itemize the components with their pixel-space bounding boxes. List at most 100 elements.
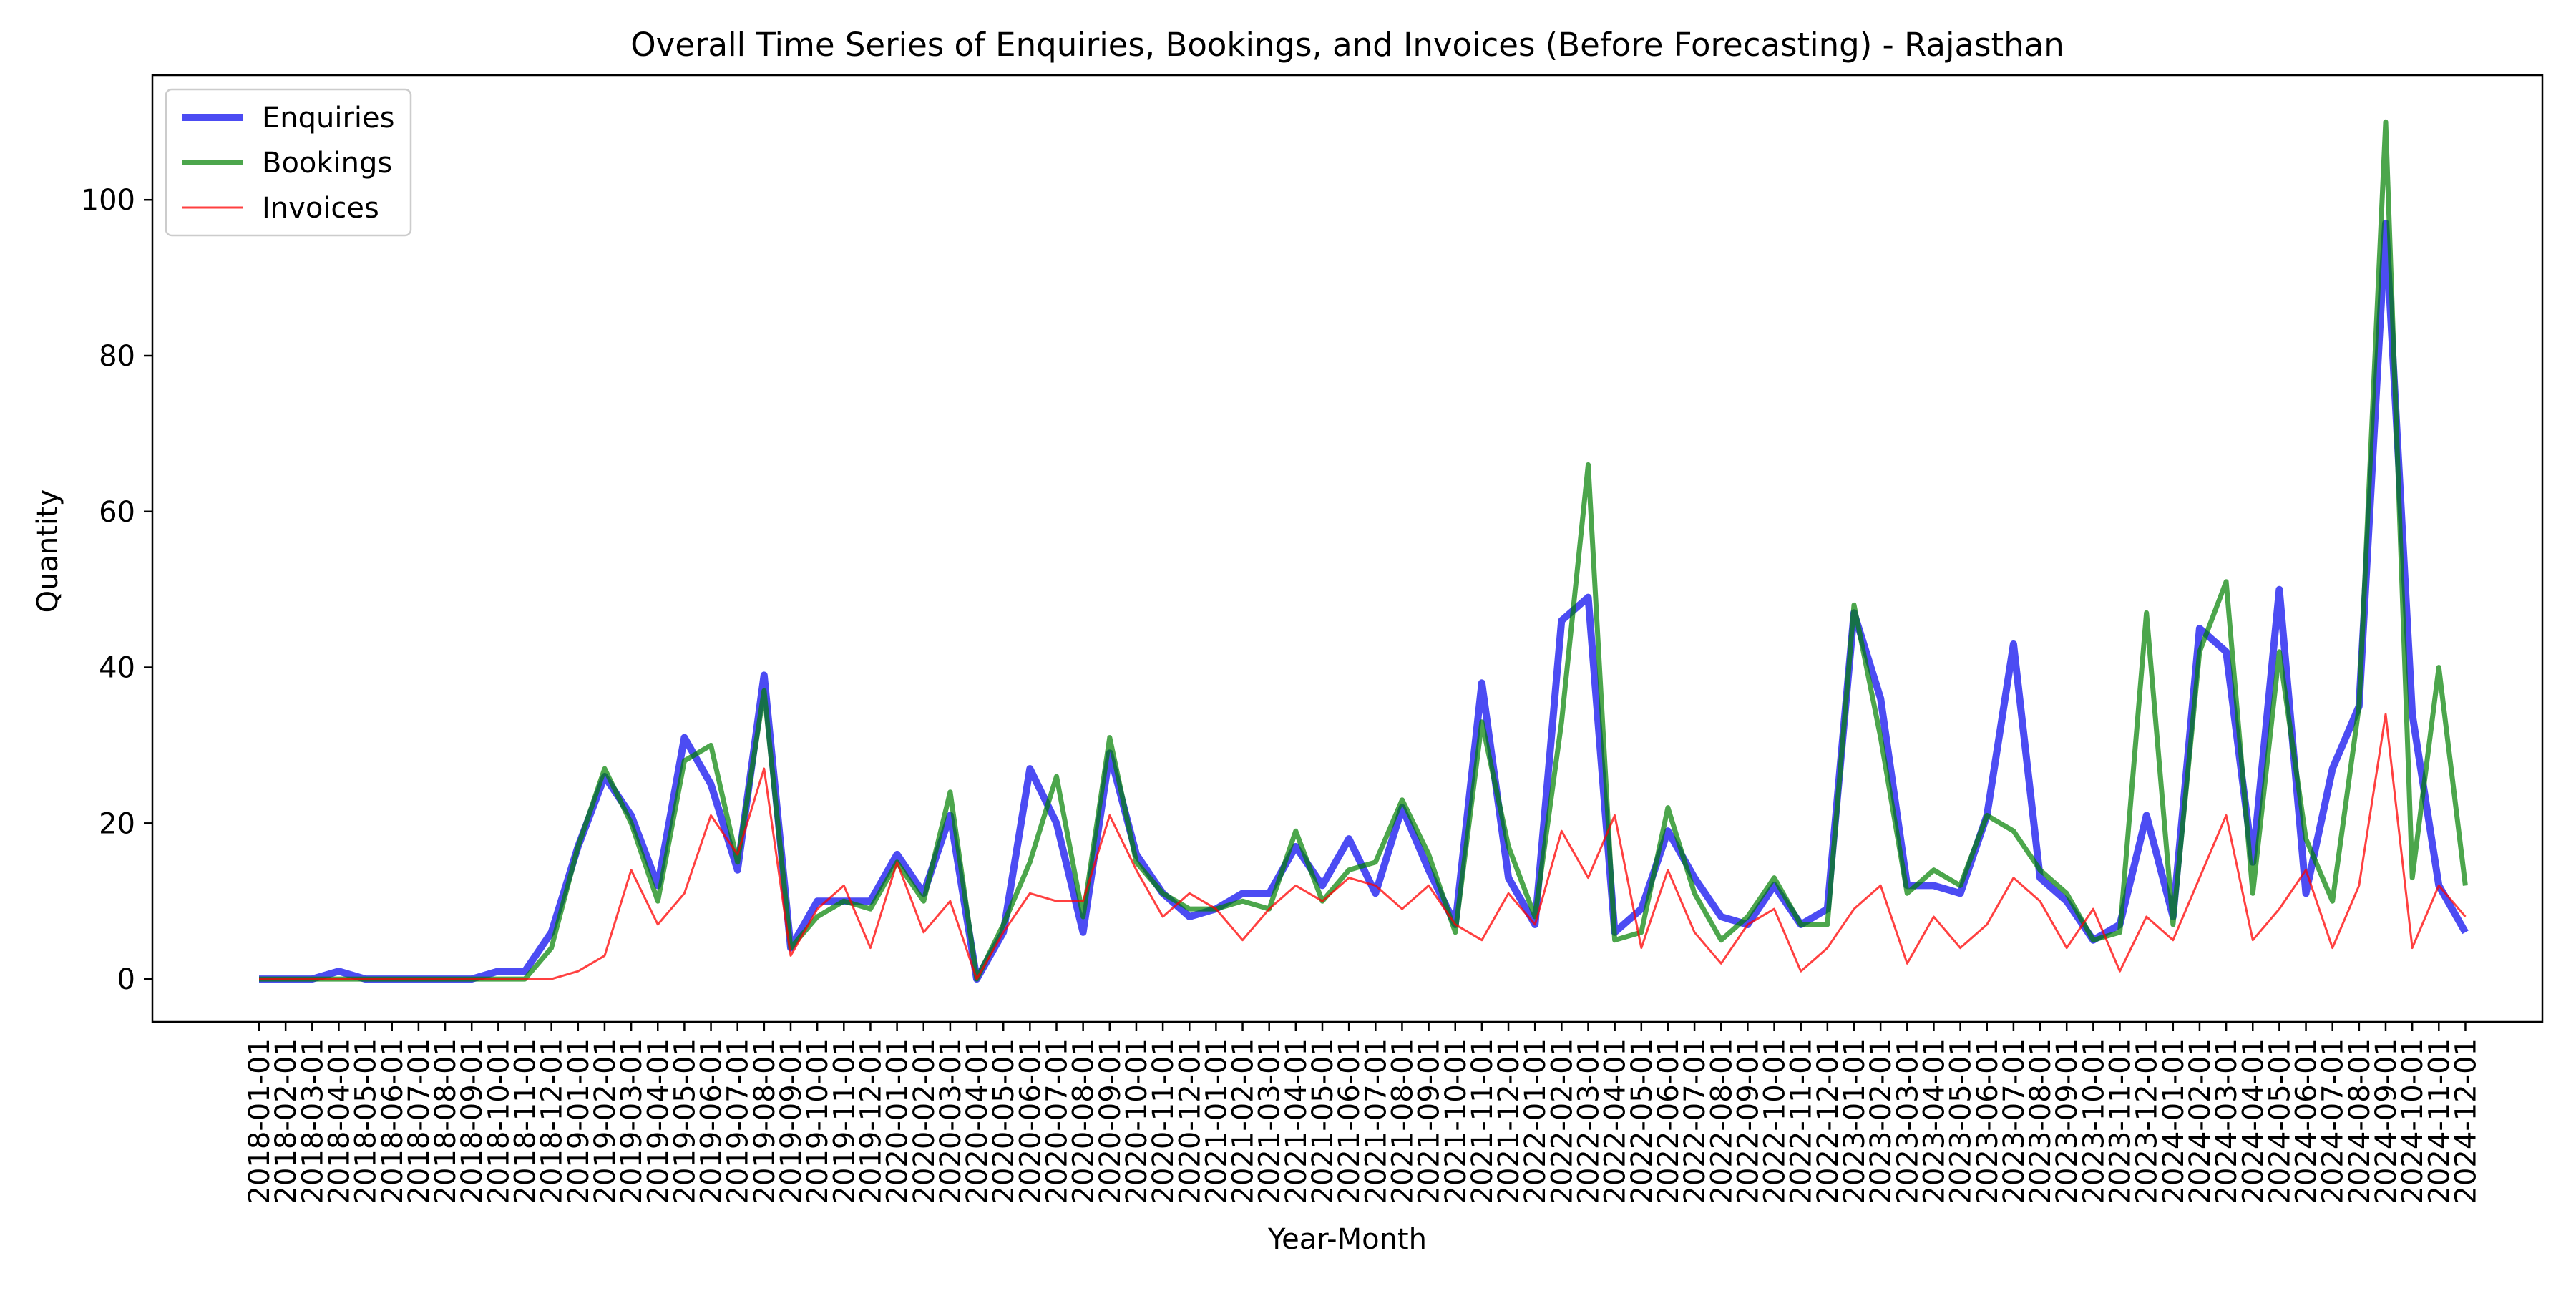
x-tick-label: 2018-08-01	[429, 1038, 462, 1204]
x-tick-label: 2020-11-01	[1147, 1038, 1180, 1204]
legend-label-invoices: Invoices	[262, 192, 379, 225]
x-tick-label: 2019-06-01	[696, 1038, 728, 1204]
x-tick-label: 2018-06-01	[376, 1038, 409, 1204]
x-tick-label: 2018-12-01	[536, 1038, 569, 1204]
x-tick-label: 2023-11-01	[2104, 1038, 2137, 1204]
x-tick-label: 2019-08-01	[748, 1038, 781, 1204]
x-tick-label: 2024-02-01	[2184, 1038, 2217, 1204]
x-tick-label: 2021-02-01	[1227, 1038, 1260, 1204]
x-tick-label: 2023-02-01	[1865, 1038, 1898, 1204]
x-tick-label: 2019-05-01	[668, 1038, 701, 1204]
x-tick-label: 2019-12-01	[854, 1038, 887, 1204]
x-tick-label: 2018-10-01	[482, 1038, 515, 1204]
x-tick-label: 2021-03-01	[1254, 1038, 1287, 1204]
x-tick-label: 2019-02-01	[589, 1038, 622, 1204]
x-tick-label: 2021-09-01	[1413, 1038, 1446, 1204]
x-tick-label: 2019-09-01	[775, 1038, 808, 1204]
y-tick-label: 100	[81, 184, 135, 217]
x-tick-label: 2021-05-01	[1307, 1038, 1340, 1204]
series-layer	[259, 119, 2469, 983]
x-tick-label: 2023-08-01	[2024, 1038, 2057, 1204]
x-tick-label: 2024-04-01	[2237, 1038, 2270, 1204]
x-tick-label: 2022-05-01	[1626, 1038, 1659, 1204]
x-tick-label: 2020-03-01	[935, 1038, 967, 1204]
x-tick-label: 2024-12-01	[2449, 1038, 2482, 1204]
x-tick-label: 2023-05-01	[1945, 1038, 1978, 1204]
x-tick-label: 2018-07-01	[403, 1038, 436, 1204]
x-tick-label: 2022-09-01	[1732, 1038, 1765, 1204]
series-line-invoices	[259, 713, 2467, 980]
x-tick-label: 2019-07-01	[722, 1038, 755, 1204]
x-tick-label: 2020-08-01	[1068, 1038, 1101, 1204]
x-tick-label: 2020-09-01	[1094, 1038, 1127, 1204]
x-tick-label: 2021-10-01	[1440, 1038, 1473, 1204]
x-tick-label: 2018-02-01	[270, 1038, 303, 1204]
x-tick-label: 2020-05-01	[987, 1038, 1020, 1204]
x-axis-label: Year-Month	[1267, 1223, 1427, 1256]
x-tick-label: 2022-06-01	[1652, 1038, 1685, 1204]
x-tick-label: 2023-06-01	[1971, 1038, 2004, 1204]
y-tick-label: 40	[99, 652, 135, 685]
axes-layer: 0 20 40 60 80 100 2018-01-012018-02-012018-03-…	[81, 74, 2544, 1204]
x-tick-label: 2023-01-01	[1838, 1038, 1871, 1204]
x-tick-label: 2020-01-01	[882, 1038, 914, 1204]
x-tick-label: 2022-02-01	[1546, 1038, 1579, 1204]
x-tick-label: 2018-11-01	[509, 1038, 542, 1204]
x-tick-label: 2024-09-01	[2370, 1038, 2403, 1204]
y-axis-label: Quantity	[31, 489, 64, 613]
x-tick-label: 2021-07-01	[1360, 1038, 1392, 1204]
x-tick-label: 2023-10-01	[2077, 1038, 2110, 1204]
x-tick-label: 2023-12-01	[2131, 1038, 2164, 1204]
x-tick-label: 2020-06-01	[1014, 1038, 1047, 1204]
x-tick-label: 2023-07-01	[1998, 1038, 2031, 1204]
x-tick-label: 2022-03-01	[1573, 1038, 1606, 1204]
x-tick-label: 2018-09-01	[456, 1038, 489, 1204]
y-tick-label: 60	[99, 496, 135, 529]
x-tick-label: 2022-01-01	[1519, 1038, 1552, 1204]
y-tick-label: 20	[99, 807, 135, 840]
x-tick-label: 2018-01-01	[243, 1038, 276, 1204]
x-tick-label: 2019-04-01	[642, 1038, 675, 1204]
x-tick-label: 2024-10-01	[2396, 1038, 2429, 1204]
x-tick-label: 2020-12-01	[1174, 1038, 1206, 1204]
y-tick-label: 0	[117, 963, 135, 996]
x-tick-label: 2021-11-01	[1466, 1038, 1499, 1204]
x-tick-label: 2023-03-01	[1891, 1038, 1924, 1204]
legend-frame	[165, 88, 412, 237]
x-tick-label: 2018-04-01	[323, 1038, 356, 1204]
legend-label-enquiries: Enquiries	[262, 102, 395, 135]
x-tick-label: 2023-09-01	[2051, 1038, 2084, 1204]
x-tick-label: 2022-12-01	[1812, 1038, 1845, 1204]
series-line-bookings	[259, 119, 2468, 982]
x-tick-label: 2022-04-01	[1599, 1038, 1632, 1204]
x-tick-label: 2024-03-01	[2210, 1038, 2243, 1204]
x-tick-label: 2022-10-01	[1759, 1038, 1792, 1204]
plot-frame	[151, 74, 2544, 1023]
x-tick-label: 2021-12-01	[1493, 1038, 1526, 1204]
x-tick-label: 2020-07-01	[1041, 1038, 1074, 1204]
x-tick-label: 2021-04-01	[1280, 1038, 1313, 1204]
x-tick-label: 2022-08-01	[1705, 1038, 1738, 1204]
x-tick-label: 2024-11-01	[2423, 1038, 2456, 1204]
legend: Enquiries Bookings Invoices	[165, 88, 412, 237]
x-tick-label: 2024-08-01	[2343, 1038, 2376, 1204]
x-tick-label: 2018-03-01	[296, 1038, 329, 1204]
x-tick-label: 2020-02-01	[908, 1038, 941, 1204]
x-tick-label: 2021-01-01	[1200, 1038, 1233, 1204]
x-tick-label: 2024-05-01	[2263, 1038, 2296, 1204]
x-tick-label: 2024-07-01	[2317, 1038, 2350, 1204]
x-tick-label: 2024-06-01	[2290, 1038, 2323, 1204]
x-tick-label: 2023-04-01	[1918, 1038, 1951, 1204]
x-tick-label: 2019-01-01	[562, 1038, 595, 1204]
x-tick-label: 2021-06-01	[1333, 1038, 1366, 1204]
x-tick-label: 2022-07-01	[1679, 1038, 1712, 1204]
x-tick-label: 2020-04-01	[961, 1038, 994, 1204]
chart-title: Overall Time Series of Enquiries, Bookin…	[630, 26, 2064, 64]
x-tick-label: 2022-11-01	[1785, 1038, 1818, 1204]
x-tick-label: 2018-05-01	[350, 1038, 383, 1204]
x-tick-label: 2019-03-01	[615, 1038, 648, 1204]
legend-label-bookings: Bookings	[262, 147, 392, 180]
x-tick-label: 2024-01-01	[2157, 1038, 2190, 1204]
y-tick-label: 80	[99, 340, 135, 373]
